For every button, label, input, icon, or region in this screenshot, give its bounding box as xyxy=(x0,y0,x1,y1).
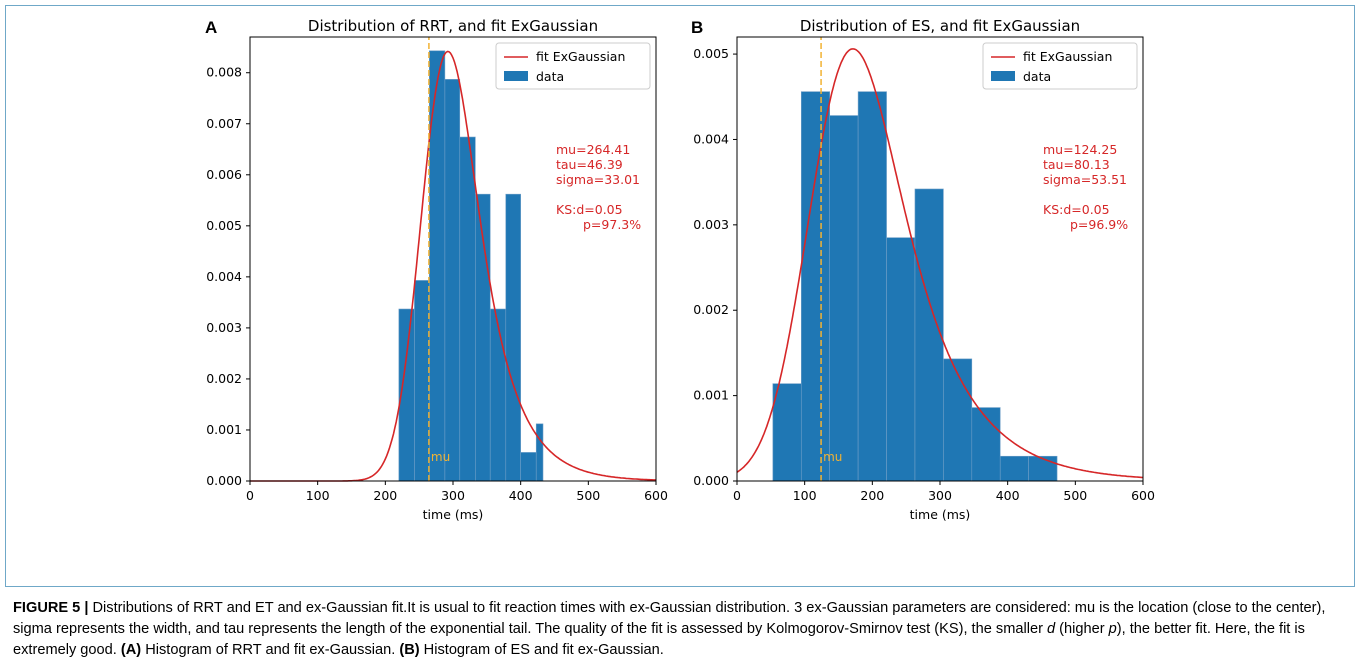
chart-b-y-tick-label: 0.000 xyxy=(693,473,729,488)
chart-b-x-tick-label: 600 xyxy=(1131,488,1155,503)
caption-b-label: (B) xyxy=(399,642,420,658)
chart-a-legend-data-label: data xyxy=(536,69,564,84)
caption-text-3: ), the better fit. Here, the fit is extr… xyxy=(13,621,1305,658)
figure-charts: A Distribution of RRT, and fit ExGaussian… xyxy=(205,17,1155,522)
chart-a-bar xyxy=(535,423,544,482)
chart-a-x-tick-label: 500 xyxy=(576,488,600,503)
chart-a-bar xyxy=(414,280,430,482)
caption-text-2: (higher xyxy=(1055,621,1109,637)
chart-b-param-text: mu=124.25 xyxy=(1043,142,1117,157)
chart-b-x-tick-label: 200 xyxy=(860,488,884,503)
chart-a-legend-fit-label: fit ExGaussian xyxy=(536,49,625,64)
chart-b-y-tick-label: 0.003 xyxy=(693,217,729,232)
chart-b-panel-letter: B xyxy=(691,18,703,37)
chart-b-legend-box xyxy=(982,42,1138,90)
chart-a-title: Distribution of RRT, and fit ExGaussian xyxy=(308,17,598,35)
caption-text-1: Distributions of RRT and ET and ex-Gauss… xyxy=(13,600,1326,637)
chart-a-x-tick-label: 100 xyxy=(306,488,330,503)
chart-b-bar xyxy=(943,358,973,482)
caption-figure-label: FIGURE 5 | xyxy=(13,600,89,616)
chart-b-fit-line xyxy=(736,48,1144,479)
chart-a-y-tick-label: 0.008 xyxy=(206,65,242,80)
chart-b-x-axis-label: time (ms) xyxy=(910,507,971,522)
chart-a-y-tick-label: 0.006 xyxy=(206,167,242,182)
chart-a-bar xyxy=(459,136,476,482)
chart-a-bar xyxy=(520,452,537,482)
chart-a-y-tick-label: 0.000 xyxy=(206,473,242,488)
chart-a-x-tick-label: 0 xyxy=(246,488,254,503)
chart-a-legend-box xyxy=(495,42,651,90)
chart-a-bar xyxy=(444,79,461,482)
chart-b-bar xyxy=(857,91,887,482)
chart-a-bar xyxy=(505,193,521,482)
chart-a-x-tick-label: 200 xyxy=(373,488,397,503)
chart-b-y-tick-label: 0.005 xyxy=(693,46,729,61)
caption-d: d xyxy=(1046,621,1056,637)
chart-a-bar xyxy=(489,308,507,482)
chart-b-x-tick-label: 400 xyxy=(996,488,1020,503)
chart-b-bar xyxy=(1028,455,1058,482)
chart-b-y-tick-label: 0.004 xyxy=(693,131,729,146)
chart-b-bar xyxy=(829,115,859,482)
chart-a-y-tick-label: 0.005 xyxy=(206,218,242,233)
chart-a-mu-label: mu xyxy=(431,450,450,464)
chart-a-panel-letter: A xyxy=(205,18,217,37)
chart-a-param-text: mu=264.41 xyxy=(556,142,630,157)
caption-a-text: Histogram of RRT and fit ex-Gaussian. xyxy=(141,642,400,658)
chart-b-legend-data-swatch xyxy=(991,71,1015,81)
chart-a-x-tick-label: 600 xyxy=(644,488,668,503)
chart-a-x-tick-label: 400 xyxy=(509,488,533,503)
chart-a-y-tick-label: 0.002 xyxy=(206,371,242,386)
chart-b-bar xyxy=(914,188,944,482)
chart-a-param-text: tau=46.39 xyxy=(556,157,623,172)
chart-b-mu-label: mu xyxy=(823,450,842,464)
chart-a-y-tick-label: 0.007 xyxy=(206,116,242,131)
chart-b-x-tick-label: 100 xyxy=(793,488,817,503)
chart-a-param-text: p=97.3% xyxy=(583,217,641,232)
chart-a-y-tick-label: 0.004 xyxy=(206,269,242,284)
chart-b-bar xyxy=(999,455,1029,482)
chart-a-x-axis-label: time (ms) xyxy=(423,507,484,522)
chart-b-legend-fit-label: fit ExGaussian xyxy=(1023,49,1112,64)
chart-a-y-tick-label: 0.003 xyxy=(206,320,242,335)
chart-b-x-tick-label: 300 xyxy=(928,488,952,503)
chart-b-y-tick-label: 0.001 xyxy=(693,388,729,403)
figure-caption: FIGURE 5 | Distributions of RRT and ET a… xyxy=(13,598,1348,661)
chart-b-y-tick-label: 0.002 xyxy=(693,302,729,317)
chart-b-param-text: p=96.9% xyxy=(1070,217,1128,232)
chart-b-title: Distribution of ES, and fit ExGaussian xyxy=(800,17,1080,35)
chart-a-legend-data-swatch xyxy=(504,71,528,81)
chart-a-param-text: sigma=33.01 xyxy=(556,172,640,187)
chart-b-bar xyxy=(886,237,916,482)
chart-b-param-text: KS:d=0.05 xyxy=(1043,202,1110,217)
caption-p: p xyxy=(1108,621,1117,637)
chart-a-param-text: KS:d=0.05 xyxy=(556,202,623,217)
chart-a-x-tick-label: 300 xyxy=(441,488,465,503)
chart-b-param-text: tau=80.13 xyxy=(1043,157,1110,172)
chart-b-bar xyxy=(800,91,831,482)
figure-frame xyxy=(5,5,1355,587)
chart-b-x-tick-label: 500 xyxy=(1063,488,1087,503)
chart-b-bar xyxy=(772,383,802,482)
chart-b-x-tick-label: 0 xyxy=(733,488,741,503)
chart-a-y-tick-label: 0.001 xyxy=(206,422,242,437)
caption-a-label: (A) xyxy=(120,642,142,658)
caption-b-text: Histogram of ES and fit ex-Gaussian. xyxy=(419,642,664,658)
chart-b-param-text: sigma=53.51 xyxy=(1043,172,1127,187)
chart-b-legend-data-label: data xyxy=(1023,69,1051,84)
